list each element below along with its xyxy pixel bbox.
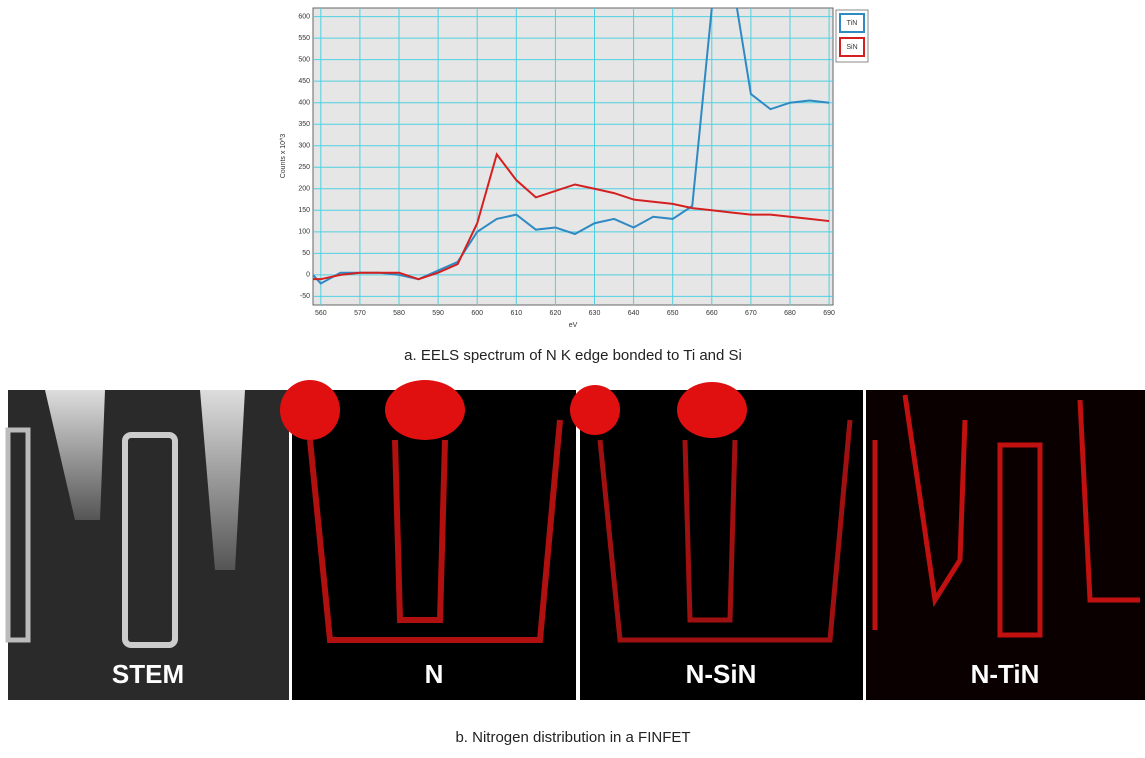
- panel-label: N: [425, 659, 444, 689]
- y-tick-label: 300: [298, 143, 310, 150]
- legend-box: [839, 13, 865, 33]
- panel-images: [5, 380, 1145, 700]
- x-tick-label: 600: [471, 310, 483, 317]
- x-tick-label: 670: [745, 310, 757, 317]
- legend-label: TiN: [847, 20, 858, 27]
- x-tick-label: 570: [354, 310, 366, 317]
- legend-frame: [835, 9, 869, 63]
- x-tick-label: 640: [628, 310, 640, 317]
- y-tick-label: 250: [298, 164, 310, 171]
- x-tick-label: 580: [393, 310, 405, 317]
- y-tick-label: 50: [302, 250, 310, 257]
- x-tick-label: 650: [667, 310, 679, 317]
- caption: b. Nitrogen distribution in a FINFET: [455, 729, 690, 746]
- series-line: [313, 8, 830, 285]
- x-tick-label: 690: [823, 310, 835, 317]
- caption: a. EELS spectrum of N K edge bonded to T…: [404, 347, 742, 364]
- panel-label: N-TiN: [971, 659, 1040, 689]
- y-tick-label: -50: [300, 293, 310, 300]
- y-tick-label: 600: [298, 13, 310, 20]
- x-tick-label: 590: [432, 310, 444, 317]
- plot-lines: [313, 8, 830, 285]
- y-tick-label: 200: [298, 186, 310, 193]
- x-tick-label: 560: [315, 310, 327, 317]
- y-tick-label: 0: [306, 272, 310, 279]
- x-axis-label: eV: [569, 322, 578, 329]
- x-tick-label: 660: [706, 310, 718, 317]
- panel-label: STEM: [112, 659, 184, 689]
- y-axis-label: Counts x 10^3: [280, 134, 287, 179]
- series-line: [313, 152, 830, 281]
- y-tick-label: 100: [298, 229, 310, 236]
- legend-box: [839, 37, 865, 57]
- x-tick-label: 610: [510, 310, 522, 317]
- legend-label: SiN: [846, 44, 857, 51]
- y-tick-label: 150: [298, 207, 310, 214]
- y-tick-label: 500: [298, 56, 310, 63]
- x-tick-label: 630: [589, 310, 601, 317]
- y-tick-label: 400: [298, 100, 310, 107]
- x-tick-label: 680: [784, 310, 796, 317]
- plot-area: [312, 7, 834, 306]
- y-tick-label: 450: [298, 78, 310, 85]
- y-tick-label: 550: [298, 35, 310, 42]
- x-tick-label: 620: [550, 310, 562, 317]
- panel-label: N-SiN: [686, 659, 757, 689]
- y-tick-label: 350: [298, 121, 310, 128]
